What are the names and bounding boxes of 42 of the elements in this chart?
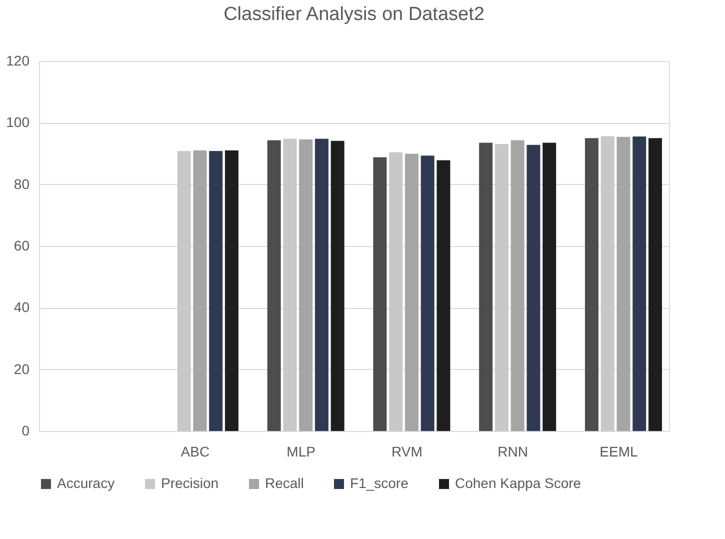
bar <box>600 136 614 431</box>
bar <box>373 157 387 431</box>
bar <box>584 138 598 431</box>
x-tick-label: RVM <box>392 444 422 460</box>
bar <box>648 138 662 431</box>
bar <box>224 150 238 431</box>
legend-label: Precision <box>161 475 219 491</box>
chart-title: Classifier Analysis on Dataset2 <box>224 4 484 25</box>
y-tick-label: 20 <box>14 360 30 377</box>
bar <box>177 151 191 431</box>
bar <box>209 151 223 431</box>
bar <box>404 154 418 431</box>
bar <box>542 142 556 431</box>
bar <box>389 152 403 431</box>
bar <box>420 156 434 431</box>
y-tick-label: 60 <box>14 238 30 254</box>
legend-label: F1_score <box>350 475 409 491</box>
bar <box>616 136 630 431</box>
bar <box>267 140 281 431</box>
x-tick-label: ABC <box>180 444 210 460</box>
legend-label: Accuracy <box>57 475 115 491</box>
bar <box>494 144 508 431</box>
bar <box>314 138 328 431</box>
bar <box>299 139 313 431</box>
legend-label: Recall <box>265 475 304 491</box>
y-tick-label: 40 <box>14 299 30 316</box>
bar <box>436 160 450 431</box>
x-tick-label: RNN <box>498 444 528 460</box>
y-tick-label: 80 <box>14 176 30 192</box>
x-tick-label: MLP <box>286 444 316 460</box>
y-tick-label: 120 <box>6 52 30 68</box>
bar <box>479 142 493 431</box>
bar <box>510 140 524 431</box>
bar <box>526 144 540 431</box>
y-tick-label: 100 <box>6 114 30 130</box>
bar <box>632 136 646 431</box>
y-tick-label: 0 <box>22 422 30 438</box>
bar <box>193 150 207 431</box>
bar <box>283 138 297 431</box>
legend-label: Cohen Kappa Score <box>455 475 582 491</box>
x-tick-label: EEML <box>600 444 638 460</box>
bar <box>330 140 344 431</box>
